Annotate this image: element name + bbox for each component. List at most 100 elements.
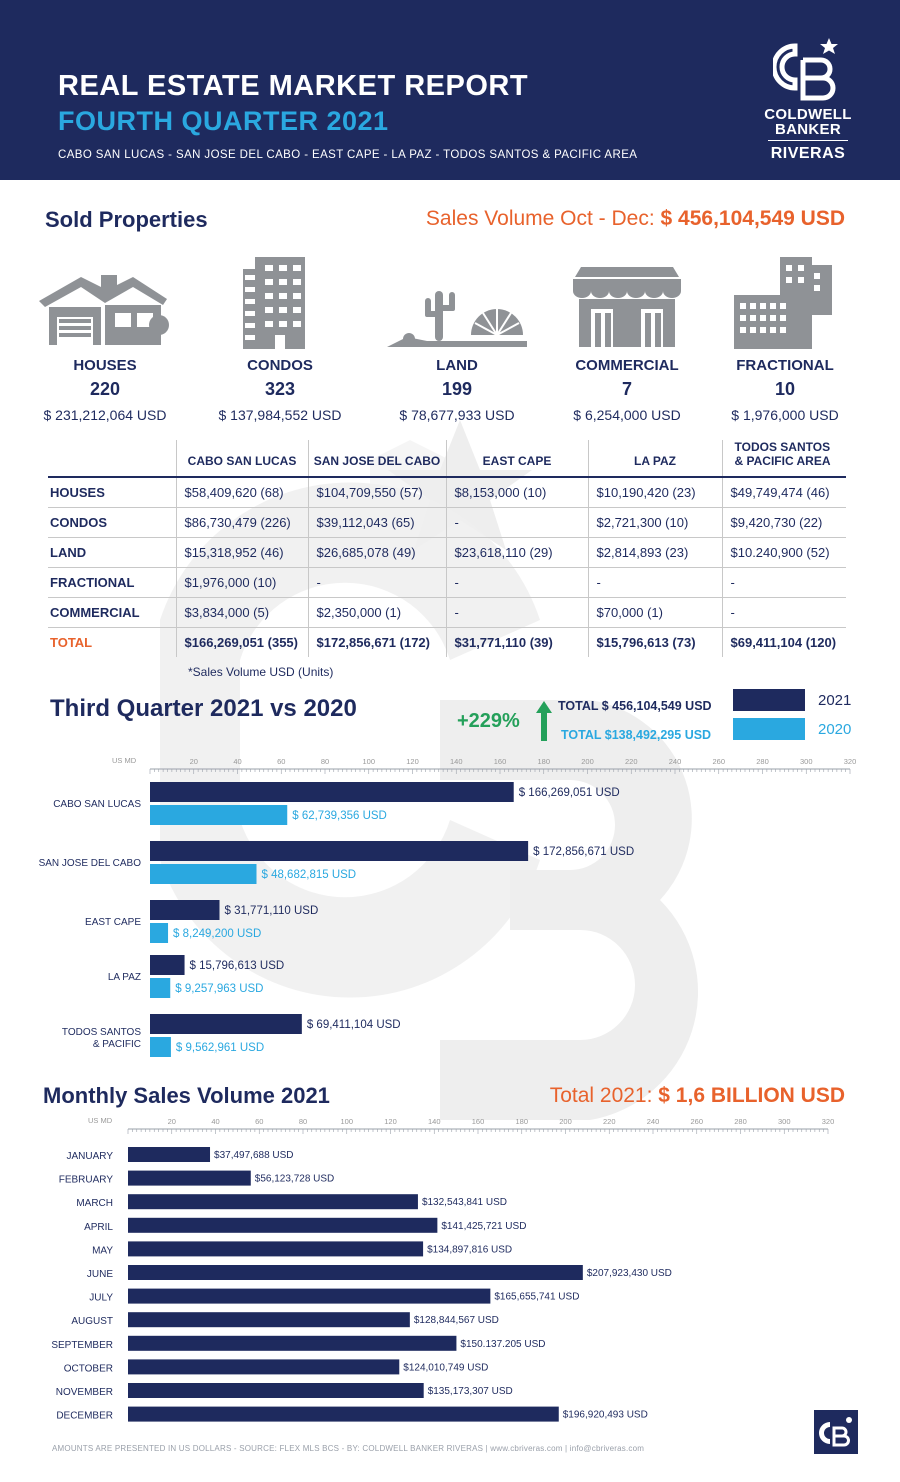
table-cell: $8,153,000 (10) [445, 476, 588, 507]
table-cell: - [445, 506, 588, 537]
bar-2020 [150, 805, 288, 825]
category-name: FRACTIONAL [736, 357, 834, 374]
tick-label: 300 [778, 1117, 791, 1126]
bar-value-label: $ 48,682,815 USD [261, 869, 356, 881]
tick-label: 100 [340, 1117, 353, 1126]
bar-month [128, 1265, 583, 1280]
table-header-cell: LA PAZ [587, 440, 722, 477]
bar-value-label: $ 31,771,110 USD [224, 905, 318, 917]
month-label: NOVEMBER [56, 1387, 113, 1398]
cb-logo-icon [771, 38, 838, 101]
table-header-cell [48, 440, 176, 477]
bar-value-label: $ 62,739,356 USD [292, 810, 387, 822]
category-volume: $ 6,254,000 USD [573, 407, 681, 423]
report-areas: CABO SAN LUCAS - SAN JOSE DEL CABO - EAS… [58, 149, 638, 161]
report-quarter: FOURTH QUARTER 2021 [58, 106, 389, 136]
table-cell: $10,190,420 (23) [587, 476, 722, 507]
row-label: CONDOS [48, 506, 176, 537]
tick-label: 40 [211, 1117, 219, 1126]
row-label: FRACTIONAL [48, 566, 176, 597]
table-cell: $10.240,900 (52) [721, 536, 846, 567]
monthly-total: Total 2021: $ 1,6 BILLION USD [550, 1084, 845, 1108]
logo-text-banker: BANKER [775, 121, 841, 138]
category-name: CONDOS [247, 357, 313, 374]
bar-value-label: $134,897,816 USD [427, 1244, 512, 1255]
logo-text-coldwell: COLDWELL [764, 106, 852, 123]
row-label: HOUSES [48, 476, 176, 507]
table-cell: $1,976,000 (10) [175, 566, 308, 597]
table-cell: $9,420,730 (22) [721, 506, 846, 537]
total-2021: TOTAL $ 456,104,549 USD [558, 699, 712, 713]
bar-value-label: $141,425,721 USD [441, 1221, 526, 1232]
table-row: LAND $15,318,952 (46) $26,685,078 (49) $23,… [48, 536, 846, 567]
category-count: 10 [774, 379, 796, 399]
table-note: *Sales Volume USD (Units) [188, 665, 334, 679]
bar-month [128, 1383, 424, 1398]
axis-unit-label: US MD [112, 756, 137, 765]
tick-label: 300 [800, 757, 813, 766]
tick-label: 120 [406, 757, 419, 766]
month-label: MAY [92, 1245, 113, 1256]
tick-label: 280 [734, 1117, 747, 1126]
sales-volume-value: $ 456,104,549 USD [660, 207, 845, 230]
bar-2020 [150, 1037, 171, 1057]
monthly-total-value: $ 1,6 BILLION USD [658, 1084, 845, 1107]
category-count: 220 [89, 379, 121, 399]
land-cactus-icon [387, 291, 527, 347]
bar-month [128, 1359, 400, 1375]
bar-2021 [150, 782, 514, 802]
category-label: TODOS SANTOS [62, 1027, 141, 1038]
table-cell: $23,618,110 (29) [445, 536, 588, 567]
month-label: AUGUST [71, 1316, 113, 1327]
report-title: REAL ESTATE MARKET REPORT [58, 70, 529, 102]
tick-label: 160 [494, 757, 507, 766]
month-label: FEBRUARY [59, 1175, 114, 1186]
tick-label: 160 [472, 1117, 485, 1126]
tick-label: 20 [190, 757, 198, 766]
tick-label: 260 [690, 1117, 703, 1126]
legend-label-2020: 2020 [818, 721, 852, 738]
month-label: MARCH [76, 1198, 113, 1209]
bar-value-label: $132,543,841 USD [422, 1197, 507, 1208]
hotel-building-icon [734, 257, 832, 349]
table-cell: $104,709,550 (57) [307, 476, 446, 507]
bar-2021 [150, 900, 220, 920]
category-volume: $ 1,976,000 USD [731, 407, 839, 423]
bar-value-label: $150.137.205 USD [460, 1339, 545, 1350]
growth-percent: +229% [457, 710, 520, 732]
bar-month [128, 1147, 211, 1162]
area-sales-table: CABO SAN LUCAS SAN JOSE DEL CABO EAST CA… [48, 440, 846, 657]
category-houses: HOUSES 220 $ 231,212,064 USD [20, 255, 190, 423]
table-cell: $3,834,000 (5) [175, 596, 308, 627]
logo-text-riveras: RIVERAS [770, 145, 846, 162]
category-condos: CONDOS 323 $ 137,984,552 USD [195, 255, 365, 423]
table-cell: $86,730,479 (226) [175, 506, 308, 537]
header-line: TODOS SANTOS [734, 440, 831, 454]
bar-value-label: $165,655,741 USD [494, 1292, 579, 1303]
bar-value-label: $ 69,411,104 USD [307, 1019, 401, 1031]
bar-month [128, 1335, 457, 1351]
table-row: TOTAL $166,269,051 (355) $172,856,671 (172… [48, 626, 846, 657]
tick-label: 200 [559, 1117, 572, 1126]
table-cell: $15,796,613 (73) [587, 626, 722, 657]
condo-building-icon [243, 257, 305, 349]
tick-label: 320 [844, 757, 857, 766]
tick-label: 60 [277, 757, 285, 766]
bar-value-label: $ 9,257,963 USD [175, 983, 263, 995]
month-label: OCTOBER [64, 1363, 113, 1374]
bar-2021 [150, 955, 185, 975]
table-cell: $69,411,104 (120) [721, 626, 846, 657]
table-cell: $49,749,474 (46) [721, 476, 846, 507]
cb-logo-icon [814, 1410, 858, 1454]
bar-value-label: $ 166,269,051 USD [519, 787, 620, 799]
category-land: LAND 199 $ 78,677,933 USD [372, 255, 542, 423]
month-label: DECEMBER [56, 1411, 113, 1422]
sales-volume-summary: Sales Volume Oct - Dec: $ 456,104,549 US… [426, 207, 845, 231]
bar-value-label: $207,923,430 USD [587, 1268, 672, 1279]
bar-value-label: $ 9,562,961 USD [176, 1042, 264, 1054]
category-volume: $ 78,677,933 USD [399, 407, 515, 423]
month-label: JUNE [87, 1269, 113, 1280]
tick-label: 140 [450, 757, 463, 766]
legend-swatch-2020 [733, 718, 805, 740]
table-cell: $31,771,110 (39) [445, 626, 588, 657]
